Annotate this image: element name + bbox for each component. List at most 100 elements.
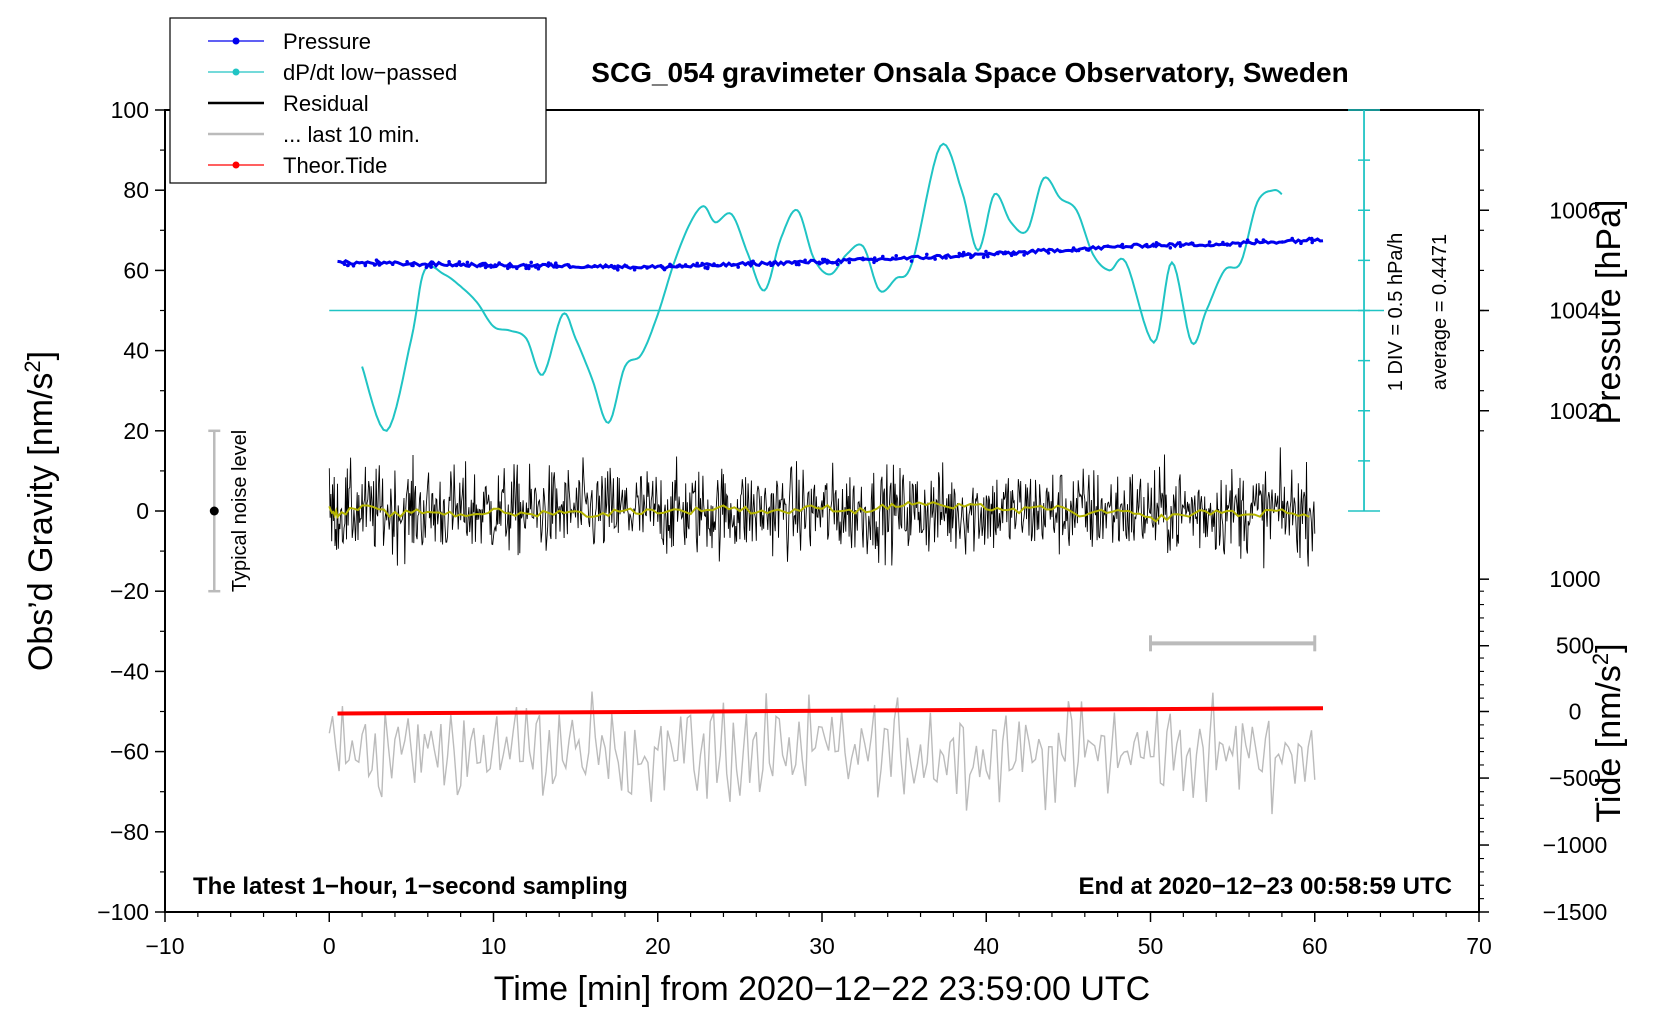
tide-tick-label: −500 — [1549, 765, 1601, 791]
pressure-point — [1022, 253, 1026, 257]
pressure-point — [616, 268, 620, 272]
pressure-point — [749, 260, 753, 264]
pressure-point — [586, 264, 590, 268]
pressure-point — [1254, 238, 1259, 242]
pressure-point — [925, 252, 929, 257]
pressure-point — [797, 262, 801, 267]
pressure-point — [881, 254, 885, 259]
y-tick-label: 60 — [123, 257, 149, 283]
legend: Pressure dP/dt low−passed Residual ... last… — [169, 17, 547, 184]
pressure-tick-label: 1006 — [1549, 197, 1600, 223]
pressure-point — [669, 263, 673, 268]
pressure-point — [847, 260, 852, 265]
pressure-point — [405, 260, 409, 264]
pressure-point — [624, 264, 629, 269]
pressure-point — [1012, 252, 1017, 256]
pressure-point — [944, 256, 948, 260]
y-axis-left: −100 −80 −60 −40 −20 0 20 40 60 80 100 — [97, 97, 165, 925]
x-tick-label: 20 — [645, 933, 671, 959]
pressure-point — [1207, 240, 1212, 244]
bars-layer — [208, 429, 1317, 652]
pressure-point — [984, 249, 988, 254]
pressure-point — [981, 255, 986, 260]
tide-layer — [337, 706, 1324, 716]
pressure-point — [497, 261, 502, 265]
pressure-point — [1070, 249, 1074, 253]
pressure-point — [1178, 244, 1183, 249]
legend-label: Theor.Tide — [283, 153, 387, 178]
pressure-point — [632, 267, 637, 272]
pressure-point — [731, 262, 736, 267]
pressure-point — [825, 261, 829, 265]
last-10-min-trace — [328, 691, 1316, 815]
pressure-point — [1030, 248, 1034, 253]
pressure-point — [706, 265, 710, 269]
pressure-point — [662, 267, 667, 272]
last-10-min-layer — [328, 691, 1316, 815]
noise-label: Typical noise level — [229, 430, 251, 592]
pressure-point — [363, 261, 368, 265]
y-tick-label: 100 — [111, 97, 149, 123]
tide-tick-label: −1500 — [1543, 899, 1608, 925]
y-axis-pressure-title: Pressure [hPa] — [1590, 200, 1628, 425]
dpdt-scale-label: 1 DIV = 0.5 hPa/h — [1385, 233, 1407, 391]
pressure-point — [345, 263, 350, 268]
y-axis-tide: 1000 500 0 −500 −1000 −1500 — [1479, 566, 1607, 925]
legend-marker — [232, 68, 240, 76]
pressure-point — [459, 263, 464, 267]
pressure-trace — [337, 236, 1324, 271]
pressure-point — [1280, 240, 1285, 244]
legend-label: Pressure — [283, 29, 371, 54]
pressure-point — [1290, 236, 1294, 241]
pressure-point — [506, 266, 510, 271]
pressure-tick-label: 1004 — [1549, 298, 1600, 324]
legend-marker — [232, 161, 240, 169]
pressure-point — [372, 263, 377, 267]
pressure-point — [465, 263, 470, 268]
pressure-point — [874, 258, 879, 263]
legend-box — [169, 17, 547, 184]
dpdt-trace — [361, 142, 1283, 432]
pressure-point — [529, 260, 533, 265]
pressure-point — [351, 264, 356, 268]
pressure-point — [489, 265, 493, 269]
pressure-point — [772, 260, 776, 265]
pressure-point — [660, 265, 665, 269]
pressure-point — [478, 264, 483, 268]
pressure-point — [1009, 253, 1014, 258]
pressure-point — [909, 259, 914, 263]
pressure-point — [969, 255, 973, 260]
residual-smoothed-layer — [328, 500, 1310, 523]
y-tick-label: −40 — [110, 658, 149, 684]
dpdt-layer — [361, 142, 1283, 432]
pressure-point — [534, 265, 538, 269]
x-axis-title: Time [min] from 2020−12−22 23:59:00 UTC — [494, 970, 1150, 1008]
x-tick-label: 60 — [1302, 933, 1328, 959]
pressure-point — [830, 260, 835, 265]
pressure-point — [612, 264, 617, 269]
x-tick-label: 70 — [1466, 933, 1492, 959]
x-axis: −10 0 10 20 30 40 50 60 70 — [145, 912, 1492, 959]
pressure-point — [894, 254, 898, 258]
pressure-point — [712, 262, 716, 266]
pressure-point — [483, 265, 488, 270]
residual-smoothed-trace — [328, 500, 1310, 523]
y-tick-label: 40 — [123, 338, 149, 364]
pressure-point — [515, 266, 519, 271]
pressure-point — [1085, 247, 1089, 252]
x-tick-label: 40 — [973, 933, 999, 959]
annotation-sampling: The latest 1−hour, 1−second sampling — [193, 873, 628, 900]
legend-marker — [232, 37, 240, 45]
legend-label: dP/dt low−passed — [283, 60, 457, 85]
pressure-point — [377, 263, 382, 267]
pressure-point — [447, 260, 451, 264]
pressure-point — [1129, 245, 1134, 249]
chart-title: SCG_054 gravimeter Onsala Space Observat… — [591, 57, 1348, 88]
legend-label: ... last 10 min. — [283, 122, 420, 147]
pressure-point — [933, 257, 937, 261]
pressure-point — [1073, 248, 1078, 252]
pressure-layer — [337, 236, 1324, 272]
pressure-point — [1245, 238, 1250, 242]
pressure-point — [457, 260, 462, 264]
pressure-point — [957, 251, 962, 256]
